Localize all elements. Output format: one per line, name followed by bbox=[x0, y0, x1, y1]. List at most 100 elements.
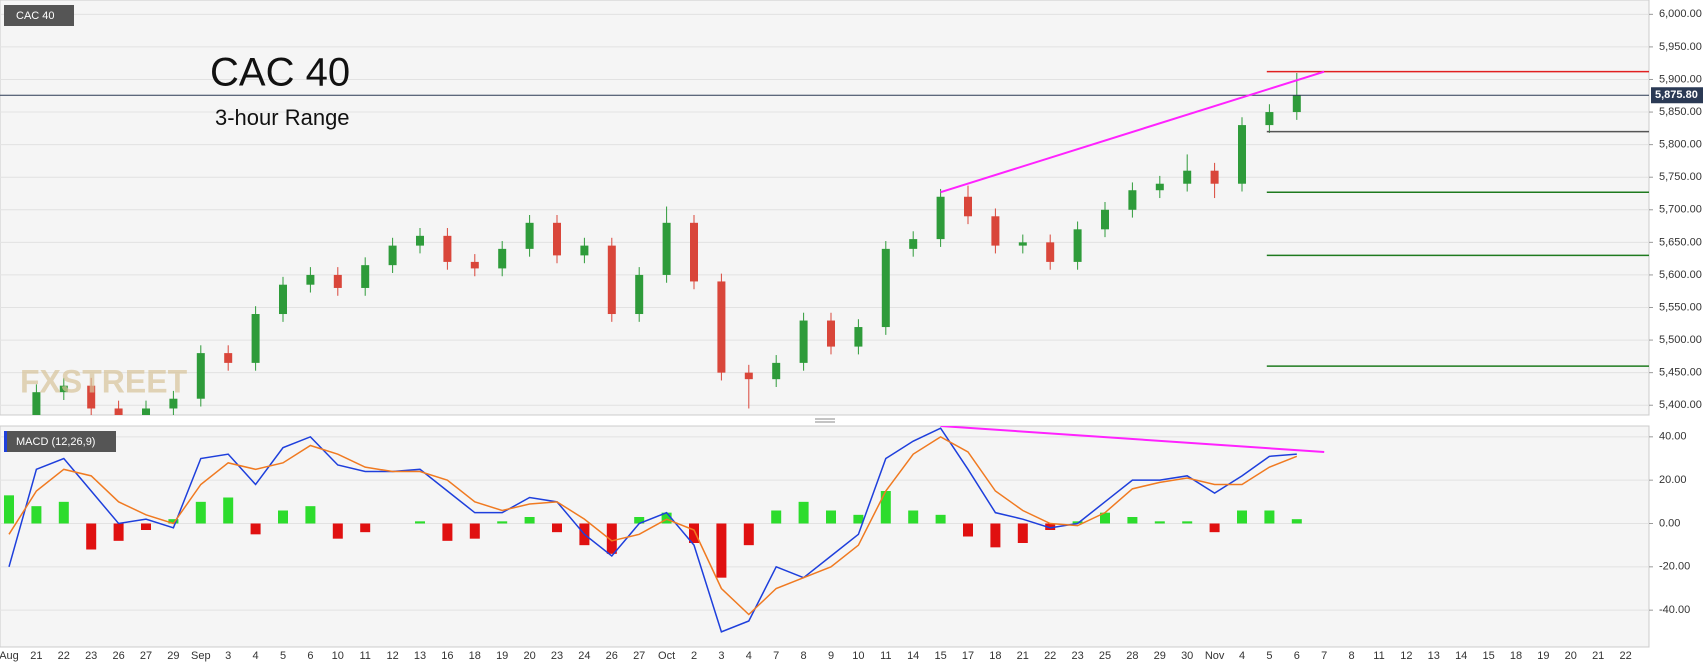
x-tick-label: 4 bbox=[746, 650, 752, 662]
candle-body bbox=[909, 239, 918, 249]
x-tick-label: 14 bbox=[907, 650, 919, 662]
histogram-bar bbox=[935, 514, 946, 524]
y-tick-label: 40.00 bbox=[1659, 431, 1687, 443]
x-tick-label: 8 bbox=[1349, 650, 1355, 662]
histogram-bar bbox=[278, 510, 288, 524]
candle-body bbox=[279, 284, 287, 315]
x-tick-label: Oct bbox=[658, 650, 675, 662]
y-tick-label: 5,900.00 bbox=[1659, 73, 1702, 85]
candle-body bbox=[553, 222, 561, 256]
candle-body bbox=[662, 222, 671, 275]
x-tick-label: Sep bbox=[191, 650, 211, 662]
histogram-bar bbox=[661, 512, 672, 524]
x-tick-label: 27 bbox=[140, 650, 152, 662]
symbol: CAC 40 bbox=[16, 10, 55, 22]
candle-body bbox=[1128, 190, 1137, 210]
candle-body bbox=[635, 274, 644, 315]
y-tick-label: 0.00 bbox=[1659, 517, 1680, 529]
candle-body bbox=[964, 196, 972, 217]
x-tick-label: 21 bbox=[1017, 650, 1029, 662]
candle-body bbox=[224, 353, 233, 363]
histogram-bar bbox=[771, 510, 782, 524]
histogram-bar bbox=[58, 501, 69, 524]
histogram-bar bbox=[168, 519, 179, 524]
candle-body bbox=[416, 235, 424, 246]
x-tick-label: 12 bbox=[386, 650, 398, 662]
x-tick-label: 11 bbox=[359, 650, 370, 662]
histogram-bar bbox=[963, 523, 973, 537]
histogram-bar bbox=[141, 523, 151, 530]
candle-body bbox=[498, 248, 507, 269]
macd-line bbox=[8, 427, 1297, 633]
candle-body bbox=[827, 320, 835, 347]
y-tick-label: 5,700.00 bbox=[1659, 204, 1702, 216]
histogram-bar bbox=[880, 491, 891, 524]
histogram-bar bbox=[1154, 521, 1165, 524]
histogram-bar bbox=[497, 521, 508, 524]
x-tick-label: 22 bbox=[1619, 650, 1631, 662]
candle-body bbox=[333, 274, 342, 288]
y-tick-label: 5,650.00 bbox=[1659, 236, 1702, 248]
histogram-bar bbox=[469, 523, 480, 539]
x-tick-label: 29 bbox=[1154, 650, 1166, 662]
histogram-bar bbox=[442, 523, 453, 541]
x-tick-label: 12 bbox=[1400, 650, 1412, 662]
histogram-bar bbox=[634, 517, 645, 524]
histogram-bar bbox=[853, 514, 864, 524]
x-tick-label: 7 bbox=[1321, 650, 1327, 662]
x-tick-label: 13 bbox=[414, 650, 426, 662]
candle-body bbox=[881, 248, 890, 328]
candle-body bbox=[59, 385, 68, 393]
candle-body bbox=[772, 362, 781, 380]
candle-body bbox=[142, 408, 150, 415]
histogram-bar bbox=[332, 523, 343, 539]
x-tick-label: Aug bbox=[0, 650, 19, 662]
macd-panel bbox=[0, 425, 1650, 648]
last-price-label: 5,875.80 bbox=[1655, 89, 1698, 101]
y-tick-label: 5,400.00 bbox=[1659, 399, 1702, 411]
x-tick-label: 19 bbox=[496, 650, 508, 662]
histogram-bar bbox=[1100, 512, 1110, 524]
candle-body bbox=[361, 265, 370, 288]
y-tick-label: 6,000.00 bbox=[1659, 8, 1702, 20]
histogram-bar bbox=[990, 523, 1001, 548]
x-tick-label: 23 bbox=[85, 650, 97, 662]
candle-body bbox=[1101, 209, 1109, 230]
histogram-bar bbox=[826, 510, 836, 524]
histogram-bar bbox=[1072, 521, 1083, 524]
histogram-bar bbox=[305, 506, 316, 524]
candle-body bbox=[607, 245, 616, 315]
x-tick-label: 11 bbox=[1373, 650, 1384, 662]
trendline bbox=[940, 426, 1325, 453]
histogram-bar bbox=[360, 523, 371, 533]
x-tick-label: 4 bbox=[253, 650, 259, 662]
y-tick-label: 5,600.00 bbox=[1659, 269, 1702, 281]
candle-body bbox=[744, 372, 753, 380]
x-tick-label: 24 bbox=[578, 650, 590, 662]
histogram-bar bbox=[195, 501, 206, 524]
histogram-bar bbox=[689, 523, 699, 543]
x-tick-label: 29 bbox=[167, 650, 179, 662]
x-tick-label: 15 bbox=[1482, 650, 1494, 662]
x-tick-label: 3 bbox=[718, 650, 724, 662]
x-tick-label: 18 bbox=[469, 650, 481, 662]
histogram-bar bbox=[113, 523, 124, 541]
x-tick-label: 4 bbox=[1239, 650, 1245, 662]
macd-badge-accent bbox=[4, 431, 7, 452]
macd-line bbox=[8, 435, 1298, 616]
x-tick-label: 10 bbox=[852, 650, 864, 662]
histogram-bar bbox=[908, 510, 919, 524]
candle-body bbox=[306, 274, 315, 285]
x-tick-label: 19 bbox=[1537, 650, 1549, 662]
x-tick-label: 14 bbox=[1455, 650, 1467, 662]
candle-body bbox=[1183, 170, 1192, 184]
x-tick-label: 20 bbox=[523, 650, 535, 662]
histogram-bar bbox=[524, 517, 535, 524]
x-tick-label: 17 bbox=[962, 650, 974, 662]
candle-body bbox=[1292, 95, 1301, 113]
price-panel bbox=[0, 0, 1650, 416]
panel-handle bbox=[815, 418, 835, 423]
histogram-bar bbox=[716, 523, 727, 578]
x-tick-label: 23 bbox=[1071, 650, 1083, 662]
x-tick-label: 6 bbox=[307, 650, 313, 662]
